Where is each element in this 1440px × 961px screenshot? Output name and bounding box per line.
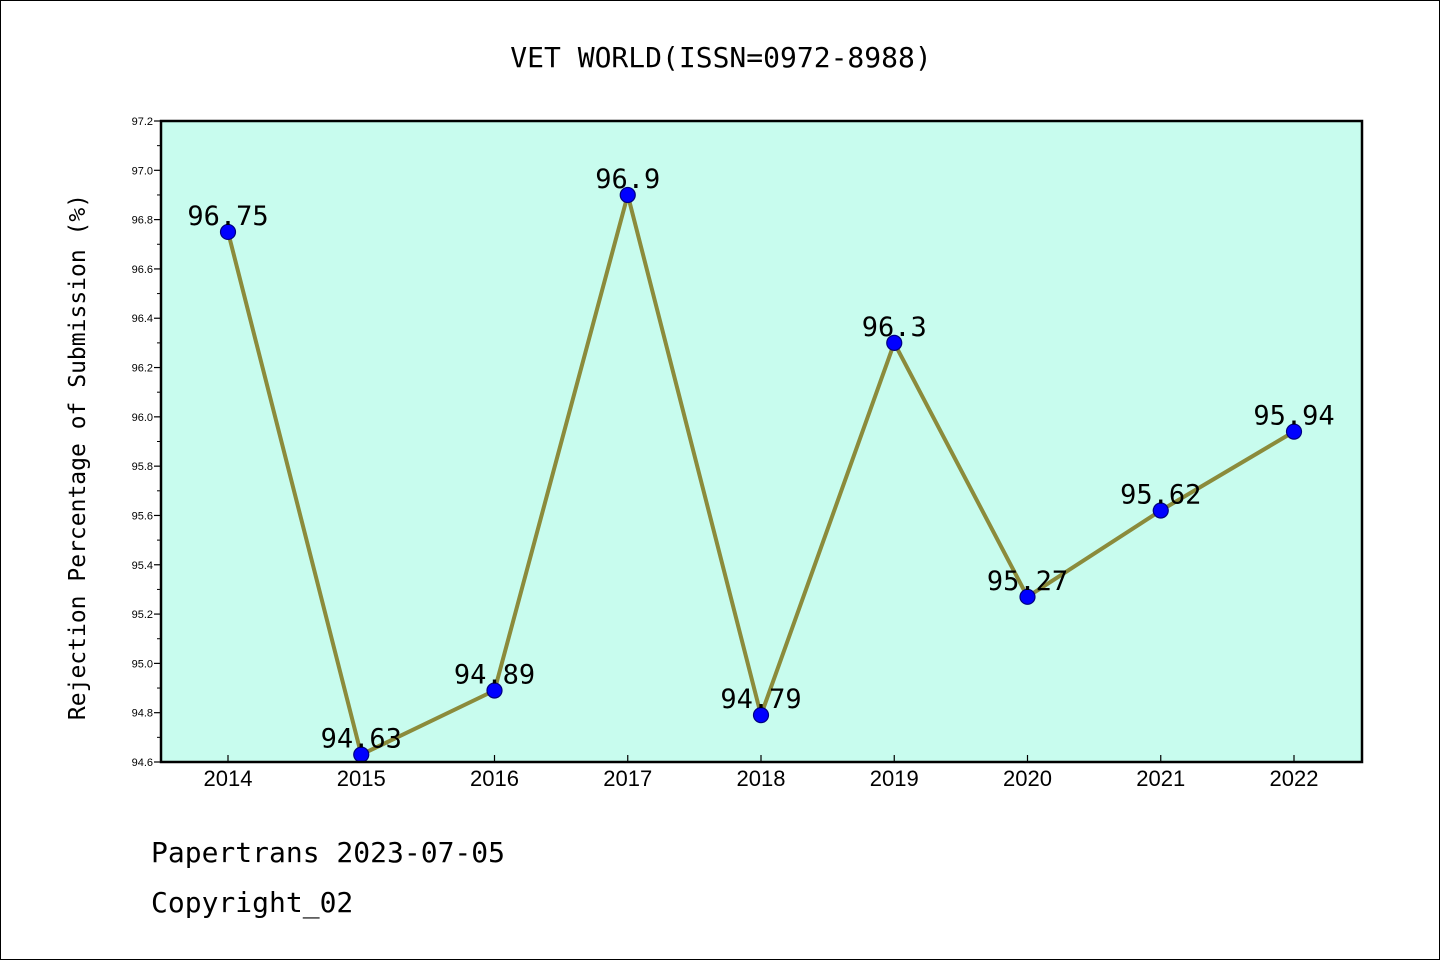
y-axis: 94.6 94.8 95.0 95.2 95.4 95.6 95.8 96.0 96.2 96.4… [132, 116, 161, 769]
data-label: 95.27 [987, 566, 1068, 597]
data-point [752, 707, 770, 724]
x-tick-label: 2015 [337, 766, 386, 791]
y-tick-label: 95.4 [132, 560, 153, 572]
y-tick-label: 95.0 [132, 658, 153, 670]
x-tick-label: 2022 [1270, 766, 1319, 791]
data-label: 95.62 [1120, 480, 1201, 511]
data-point [1152, 502, 1169, 519]
data-label: 94.89 [454, 660, 535, 691]
x-tick-label: 2014 [204, 766, 253, 791]
data-points [219, 186, 1303, 763]
y-tick-label: 96.0 [132, 412, 153, 424]
data-point [619, 186, 636, 204]
data-label: 96.75 [187, 201, 268, 232]
data-label: 94.63 [321, 724, 402, 755]
y-tick-label: 94.8 [132, 708, 153, 720]
y-tick-label: 95.8 [132, 461, 153, 473]
x-tick-label: 2018 [737, 766, 786, 791]
x-tick-label: 2017 [603, 766, 652, 791]
footer-copyright: Copyright_02 [151, 886, 354, 919]
data-point [1019, 588, 1036, 605]
data-point [486, 682, 503, 699]
y-tick-label: 97.2 [132, 116, 153, 128]
y-tick-label: 97.0 [132, 165, 153, 177]
footer-date-line: Papertrans 2023-07-05 [151, 836, 506, 869]
x-axis: 2014 2015 2016 2017 2018 2019 2020 2021 2022 [204, 755, 1319, 791]
y-tick-label: 94.6 [132, 757, 153, 769]
y-tick-label: 95.2 [132, 609, 153, 621]
y-tick-label: 96.4 [132, 313, 153, 325]
data-labels: 96.75 94.63 94.89 96.9 94.79 96.3 95.27 95.62 95… [187, 164, 1334, 755]
data-label: 96.9 [595, 164, 660, 195]
x-tick-label: 2019 [870, 766, 919, 791]
data-label: 96.3 [862, 312, 927, 343]
data-point [886, 334, 903, 351]
chart-title: VET WORLD(ISSN=0972-8988) [510, 41, 931, 74]
plot-frame [159, 119, 1364, 764]
y-tick-label: 96.8 [132, 215, 153, 227]
x-tick-label: 2021 [1136, 766, 1185, 791]
y-tick-label: 96.6 [132, 264, 153, 276]
plot-area [161, 121, 1362, 762]
y-axis-label: Rejection Percentage of Submission (%) [65, 194, 91, 720]
data-label: 95.94 [1253, 401, 1334, 432]
data-point [219, 223, 237, 241]
y-tick-label: 95.6 [132, 510, 153, 522]
x-tick-label: 2020 [1003, 766, 1052, 791]
y-tick-label: 96.2 [132, 363, 153, 375]
x-tick-label: 2016 [470, 766, 519, 791]
data-label: 94.79 [720, 684, 801, 715]
data-point [1285, 423, 1303, 440]
